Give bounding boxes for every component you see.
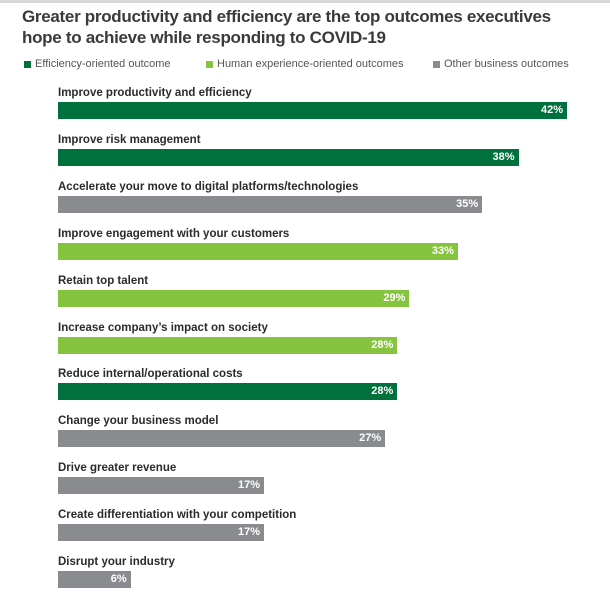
legend-swatch (24, 60, 31, 68)
category-label: Improve risk management (58, 133, 201, 146)
legend-label: Efficiency-oriented outcome (35, 58, 171, 70)
bar: 29% (58, 289, 410, 307)
data-label: 42% (540, 104, 563, 116)
category-label: Create differentiation with your competi… (58, 509, 297, 522)
category-label: Reduce internal/operational costs (58, 368, 243, 381)
bar: 17% (58, 524, 265, 542)
chart-title: Greater productivity and efficiency are … (22, 7, 551, 47)
bar: 6% (58, 571, 131, 588)
category-label: Increase company’s impact on society (58, 321, 268, 334)
legend-item: Other business outcomes (433, 58, 569, 70)
legend-label: Other business outcomes (444, 58, 569, 70)
legend-label: Human experience-oriented outcomes (217, 58, 404, 70)
data-label: 28% (371, 338, 394, 351)
bar: 28% (58, 336, 398, 354)
bar: 27% (58, 430, 386, 448)
bar: 35% (58, 195, 483, 213)
data-label: 17% (237, 479, 261, 492)
bar: 33% (58, 242, 458, 260)
legend-swatch (206, 60, 213, 68)
data-label: 35% (456, 197, 479, 210)
bar: 17% (58, 477, 265, 495)
legend-swatch (433, 60, 440, 68)
legend-item: Efficiency-oriented outcome (24, 58, 171, 70)
data-label: 28% (371, 385, 394, 398)
category-label: Improve engagement with your customers (58, 227, 290, 240)
category-label: Drive greater revenue (58, 462, 177, 475)
bar: 42% (58, 102, 567, 119)
category-label: Accelerate your move to digital platform… (58, 180, 359, 193)
data-label: 33% (431, 244, 454, 257)
category-label: Disrupt your industry (58, 556, 175, 568)
bar: 38% (58, 148, 519, 166)
category-label: Change your business model (58, 415, 219, 428)
data-label: 6% (110, 573, 127, 585)
category-label: Improve productivity and efficiency (58, 87, 252, 99)
data-label: 38% (492, 150, 515, 163)
legend-item: Human experience-oriented outcomes (206, 58, 404, 70)
data-label: 27% (359, 432, 382, 445)
data-label: 17% (237, 526, 261, 539)
category-label: Retain top talent (58, 274, 149, 287)
bar: 28% (58, 383, 398, 401)
top-divider (0, 0, 610, 3)
data-label: 29% (383, 291, 406, 304)
